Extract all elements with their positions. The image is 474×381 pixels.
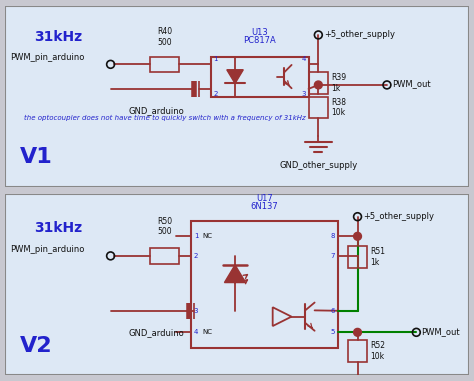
- Text: 2: 2: [213, 91, 218, 97]
- Circle shape: [354, 232, 362, 240]
- Text: U13: U13: [251, 28, 268, 37]
- Text: R51
1k: R51 1k: [370, 247, 385, 267]
- Text: 7: 7: [330, 253, 335, 259]
- Text: 6: 6: [330, 308, 335, 314]
- Text: R50
500: R50 500: [157, 217, 172, 236]
- Text: 3: 3: [301, 91, 306, 97]
- Bar: [348, 340, 367, 362]
- Text: +5_other_supply: +5_other_supply: [324, 30, 395, 40]
- Polygon shape: [225, 265, 246, 283]
- Text: 8: 8: [330, 233, 335, 239]
- Bar: [309, 97, 328, 118]
- Bar: [191, 221, 338, 348]
- Bar: [150, 56, 179, 72]
- Text: PWM_pin_arduino: PWM_pin_arduino: [9, 245, 84, 254]
- Text: 6N137: 6N137: [251, 202, 278, 211]
- Text: R40
500: R40 500: [157, 27, 172, 47]
- Text: 31kHz: 31kHz: [34, 30, 82, 44]
- Bar: [309, 72, 328, 94]
- Text: 1: 1: [213, 56, 218, 62]
- Text: 3: 3: [194, 308, 199, 314]
- Text: V2: V2: [19, 336, 52, 356]
- Bar: [348, 246, 367, 267]
- Circle shape: [314, 81, 322, 89]
- Text: the optocoupler does not have time to quickly switch with a frequency of 31kHz: the optocoupler does not have time to qu…: [24, 115, 306, 121]
- Text: R38
10k: R38 10k: [331, 98, 346, 117]
- Text: R39
1k: R39 1k: [331, 73, 346, 93]
- Text: 31kHz: 31kHz: [34, 221, 82, 235]
- Text: PWM_out: PWM_out: [392, 80, 430, 88]
- Text: PWM_pin_arduino: PWM_pin_arduino: [9, 53, 84, 62]
- Text: 1: 1: [194, 233, 199, 239]
- Text: PWM_out: PWM_out: [421, 327, 460, 336]
- Text: V1: V1: [19, 147, 52, 167]
- Text: NC: NC: [203, 233, 213, 239]
- Text: PC817A: PC817A: [243, 36, 276, 45]
- Bar: [210, 56, 309, 97]
- Text: 2: 2: [194, 253, 198, 259]
- Bar: [150, 248, 179, 264]
- Text: GND_other_supply: GND_other_supply: [279, 162, 357, 170]
- Circle shape: [354, 328, 362, 336]
- Text: NC: NC: [203, 329, 213, 335]
- Text: +5_other_supply: +5_other_supply: [364, 212, 434, 221]
- Text: R52
10k: R52 10k: [370, 341, 385, 361]
- Text: GND_arduino: GND_arduino: [129, 328, 184, 338]
- Text: 5: 5: [331, 329, 335, 335]
- Text: 4: 4: [194, 329, 198, 335]
- Text: U17: U17: [256, 194, 273, 203]
- Text: 4: 4: [301, 56, 306, 62]
- Polygon shape: [227, 70, 243, 83]
- Text: GND_arduino: GND_arduino: [129, 107, 184, 115]
